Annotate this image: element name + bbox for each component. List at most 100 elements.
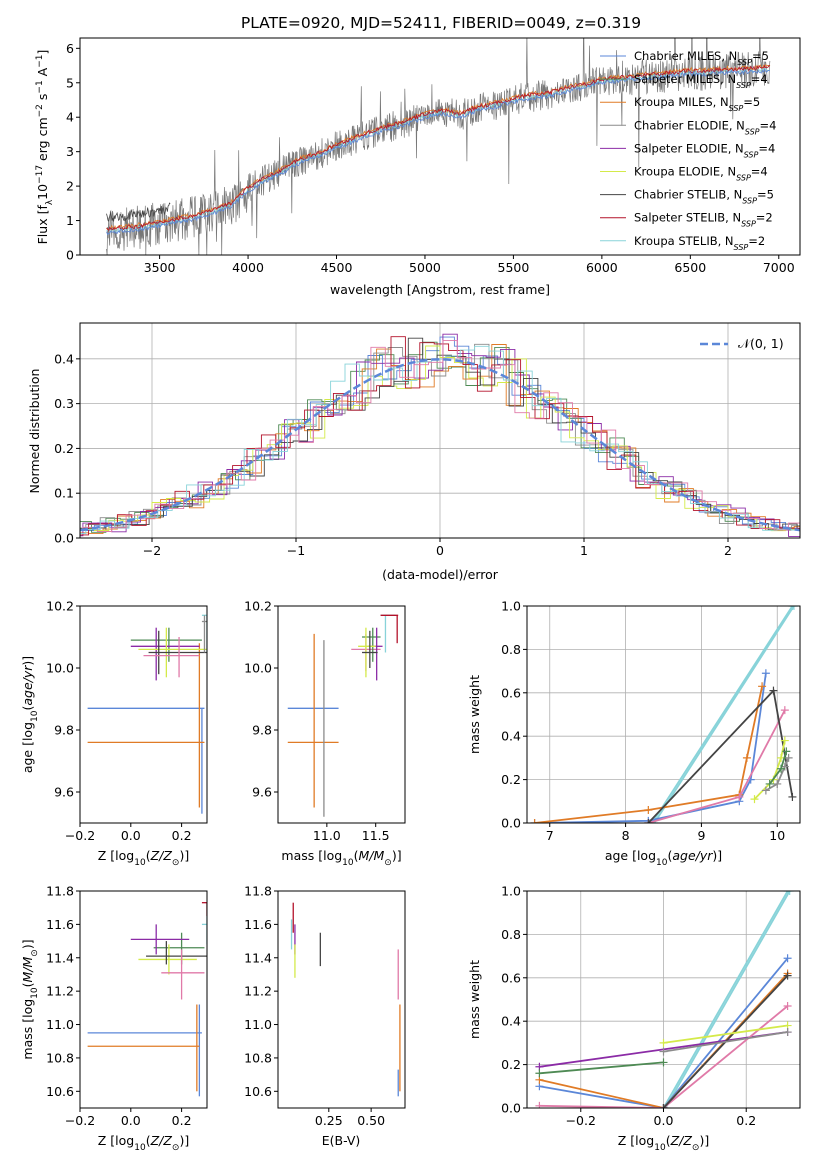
weight-line bbox=[765, 757, 790, 792]
weight-marker bbox=[780, 736, 789, 745]
weight-line bbox=[664, 891, 791, 1108]
weight-marker bbox=[784, 753, 793, 762]
residual-histogram bbox=[80, 336, 800, 536]
x-tick-label: 0 bbox=[436, 543, 444, 558]
x-axis-label: age [log10(age/yr)] bbox=[605, 848, 722, 868]
y-tick-label: 11.4 bbox=[244, 950, 272, 965]
weight-marker bbox=[785, 891, 794, 895]
plot-area bbox=[290, 902, 401, 1097]
y-tick-label: 11.2 bbox=[244, 984, 272, 999]
y-tick-label: 10.2 bbox=[244, 599, 272, 614]
y-tick-label: 11.0 bbox=[46, 1017, 74, 1032]
legend-label: Kroupa STELIB, NSSP=2 bbox=[634, 234, 765, 252]
weight-marker bbox=[761, 786, 770, 795]
x-tick-label: 5500 bbox=[498, 260, 530, 275]
weight-marker bbox=[735, 792, 744, 801]
y-tick-label: 1.0 bbox=[501, 599, 521, 614]
axes-frame bbox=[79, 605, 208, 824]
y-tick-label: 11.4 bbox=[46, 950, 74, 965]
y-tick-label: 0 bbox=[66, 248, 74, 263]
x-tick-label: 2 bbox=[724, 543, 732, 558]
x-axis-label: E(B-V) bbox=[322, 1133, 361, 1148]
y-tick-label: 0.6 bbox=[501, 685, 521, 700]
weight-marker bbox=[530, 819, 539, 823]
y-axis-label: mass weight bbox=[467, 675, 482, 754]
weight-line bbox=[539, 972, 789, 1108]
legend-label: 𝒩(0, 1) bbox=[738, 336, 784, 351]
y-tick-label: 0.4 bbox=[501, 729, 521, 744]
y-tick-label: 0.6 bbox=[501, 970, 521, 985]
residual-histogram bbox=[80, 340, 800, 532]
y-tick-label: 0.4 bbox=[54, 351, 74, 366]
residual-histogram bbox=[80, 344, 800, 535]
y-tick-label: 6 bbox=[66, 41, 74, 56]
axes-frame bbox=[526, 605, 801, 824]
y-tick-label: 0.0 bbox=[501, 816, 521, 831]
y-tick-label: 11.6 bbox=[46, 917, 74, 932]
weight-marker bbox=[644, 805, 653, 814]
x-axis-label: Z [log10(Z/Z⊙)] bbox=[98, 1133, 189, 1153]
chart-z_weight: −0.2 0.0 0.2 0.0 0.2 0.4 0.6 0.8 1.0 Z [log10(Z/Z… bbox=[467, 884, 801, 1153]
weight-line bbox=[539, 1061, 664, 1075]
weight-line bbox=[663, 1031, 788, 1053]
y-tick-label: 9.8 bbox=[252, 723, 272, 738]
y-tick-label: 11.8 bbox=[46, 884, 74, 899]
legend-label: Chabrier STELIB, NSSP=5 bbox=[634, 188, 774, 206]
plot-area bbox=[87, 902, 207, 1097]
model-spectrum bbox=[106, 64, 771, 232]
legend-label: Chabrier MILES, NSSP=5 bbox=[634, 49, 769, 67]
y-tick-label: 10.2 bbox=[46, 599, 74, 614]
y-tick-label: 0.1 bbox=[54, 486, 74, 501]
weight-marker bbox=[777, 764, 786, 773]
y-axis-label: age [log10(age/yr)] bbox=[20, 656, 40, 773]
weight-line bbox=[539, 957, 789, 1108]
y-tick-label: 11.2 bbox=[46, 984, 74, 999]
y-tick-label: 5 bbox=[66, 75, 74, 90]
y-tick-label: 1.0 bbox=[501, 884, 521, 899]
y-tick-label: 2 bbox=[66, 179, 74, 194]
weight-marker bbox=[761, 669, 770, 678]
y-tick-label: 9.6 bbox=[252, 785, 272, 800]
y-axis-label: Flux [fλ10−17 erg cm−2 s−1 A−1] bbox=[35, 50, 55, 245]
x-tick-label: 10 bbox=[769, 828, 785, 843]
y-tick-label: 0.0 bbox=[54, 531, 74, 546]
y-tick-label: 9.6 bbox=[54, 785, 74, 800]
weight-marker bbox=[765, 779, 774, 788]
weight-marker bbox=[659, 1058, 668, 1067]
chart-spectrum: 3500 4000 4500 5000 5500 6000 6500 7000 0 1 2 3 4 5 6 w… bbox=[35, 37, 801, 297]
x-tick-label: −2 bbox=[143, 543, 161, 558]
weight-line bbox=[539, 1005, 789, 1108]
x-tick-label: 7 bbox=[546, 828, 554, 843]
y-tick-label: 10.0 bbox=[46, 661, 74, 676]
weight-marker bbox=[783, 971, 792, 980]
x-axis-label: Z [log10(Z/Z⊙)] bbox=[98, 848, 189, 868]
residual-histogram bbox=[80, 345, 800, 534]
x-tick-label: 0.50 bbox=[357, 1113, 385, 1128]
weight-marker bbox=[535, 1069, 544, 1078]
plot-area bbox=[287, 614, 399, 817]
y-tick-label: 0.2 bbox=[501, 1057, 521, 1072]
y-tick-label: 0.0 bbox=[501, 1101, 521, 1116]
y-tick-label: 10.6 bbox=[46, 1084, 74, 1099]
weight-marker bbox=[780, 706, 789, 715]
x-tick-label: 5000 bbox=[409, 260, 441, 275]
legend-label: Kroupa MILES, NSSP=5 bbox=[634, 95, 760, 113]
weight-marker bbox=[659, 1047, 668, 1056]
x-tick-label: 11.5 bbox=[362, 828, 390, 843]
weight-line bbox=[534, 673, 767, 823]
y-tick-label: 10.8 bbox=[244, 1050, 272, 1065]
y-tick-label: 1 bbox=[66, 213, 74, 228]
axes-frame bbox=[277, 890, 406, 1109]
x-tick-label: 8 bbox=[622, 828, 630, 843]
weight-marker bbox=[788, 792, 797, 801]
weight-marker bbox=[769, 686, 778, 695]
x-tick-label: 6000 bbox=[586, 260, 618, 275]
plot-area bbox=[106, 38, 771, 255]
x-tick-label: 4500 bbox=[321, 260, 353, 275]
gaussian-curve bbox=[80, 358, 800, 532]
weight-marker bbox=[789, 606, 798, 610]
weight-marker bbox=[782, 747, 791, 756]
weight-line bbox=[653, 606, 795, 823]
y-tick-label: 10.0 bbox=[244, 661, 272, 676]
